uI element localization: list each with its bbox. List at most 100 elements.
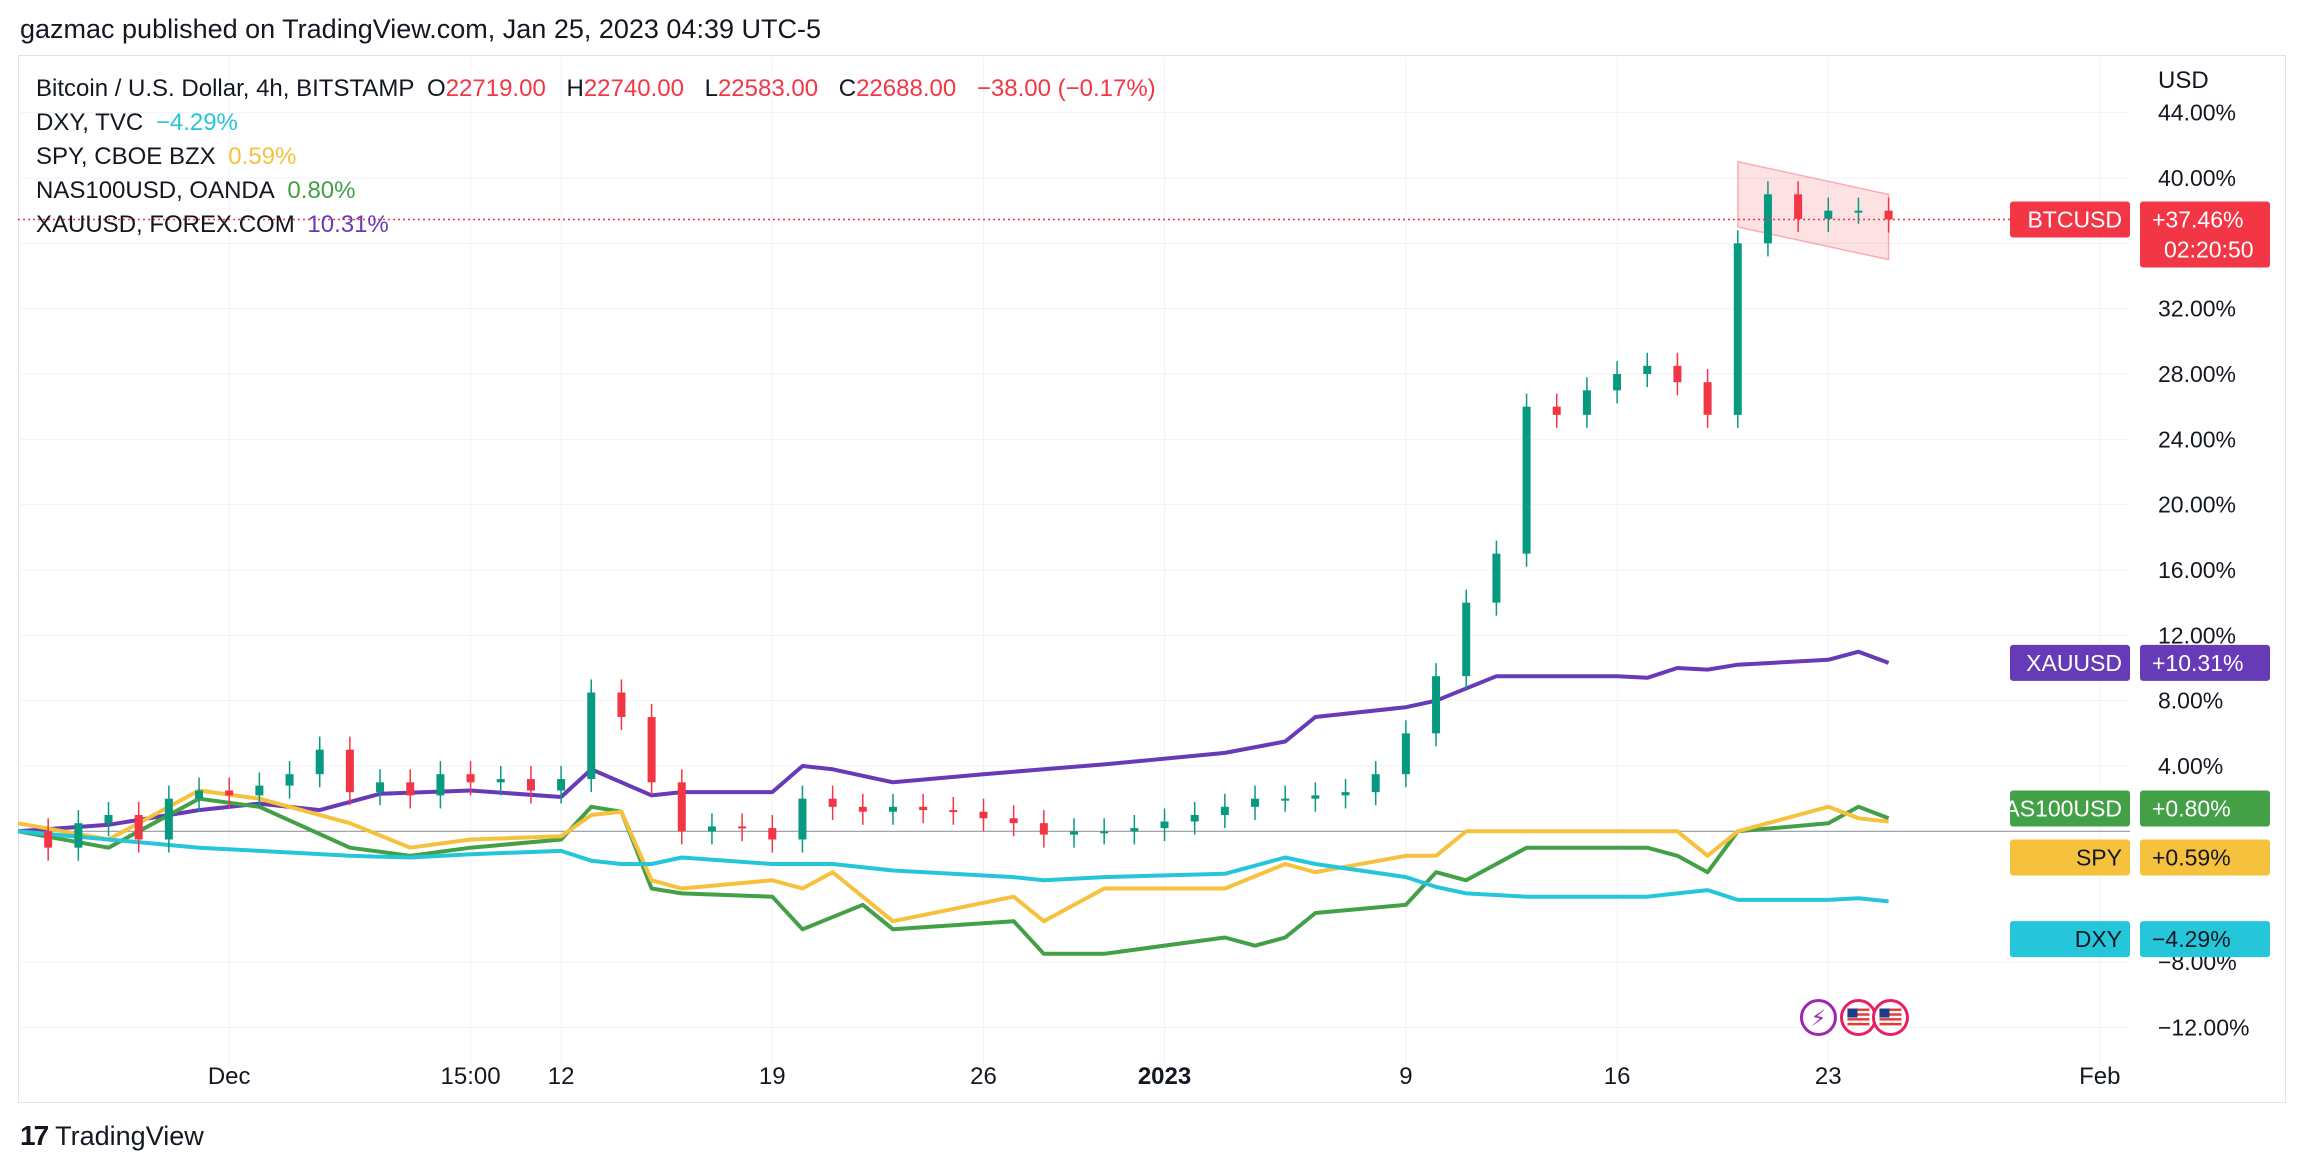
spy-value-label: +0.59% <box>2152 844 2231 870</box>
nas100usd-value-box[interactable] <box>2140 790 2270 827</box>
btc-candle-body[interactable] <box>255 785 264 796</box>
btc-candle-body[interactable] <box>949 810 958 813</box>
btc-candle-body[interactable] <box>164 798 173 840</box>
btc-candle-body[interactable] <box>1854 210 1863 213</box>
btc-candle-body[interactable] <box>979 811 988 819</box>
btcusd-tag-box[interactable] <box>2010 201 2130 238</box>
lightning-icon[interactable] <box>1799 999 1837 1037</box>
btc-candle-body[interactable] <box>919 806 928 811</box>
btc-candle-body[interactable] <box>1341 792 1350 796</box>
legend-xauusd-symbol: XAUUSD, FOREX.COM <box>36 211 295 238</box>
btc-candle-body[interactable] <box>1824 210 1833 219</box>
btc-candle-body[interactable] <box>707 826 716 832</box>
series-line-xauusd[interactable] <box>17 649 1890 834</box>
lightning-glyph: ⚡ <box>1811 1007 1826 1032</box>
btc-candle-body[interactable] <box>195 790 204 799</box>
ohlc-h-label: H <box>566 75 584 102</box>
btc-candle-body[interactable] <box>1522 406 1531 554</box>
btc-candle-body[interactable] <box>1160 821 1169 829</box>
dxy-tag-box[interactable] <box>2010 921 2130 958</box>
btc-candle-body[interactable] <box>44 831 53 848</box>
series-line-dxy[interactable] <box>17 829 1889 904</box>
spy-tag-box[interactable] <box>2010 839 2130 876</box>
btc-candle-body[interactable] <box>376 782 385 793</box>
publisher-line: gazmac published on TradingView.com, Jan… <box>20 14 821 44</box>
dxy-value-box[interactable] <box>2140 921 2270 958</box>
btc-candle-body[interactable] <box>1130 828 1139 832</box>
btc-candle-body[interactable] <box>647 717 656 783</box>
series-line-spy[interactable] <box>17 788 1889 924</box>
btc-candle-body[interactable] <box>406 782 415 796</box>
x-tick-label: 16 <box>1604 1063 1631 1090</box>
y-tick-label: −12.00% <box>2158 1014 2249 1040</box>
y-tick-label: 44.00% <box>2158 100 2236 126</box>
xauusd-value-box[interactable] <box>2140 644 2270 681</box>
btcusd-tag-label: BTCUSD <box>2027 206 2122 232</box>
btc-candle-body[interactable] <box>104 815 113 824</box>
btc-candle-body[interactable] <box>466 774 475 783</box>
btc-candle-body[interactable] <box>1039 823 1048 835</box>
btc-candle-body[interactable] <box>436 774 445 796</box>
legend-spy-symbol: SPY, CBOE BZX <box>36 143 216 170</box>
legend-spy[interactable]: SPY, CBOE BZX 0.59% <box>36 140 1162 174</box>
btc-candle-body[interactable] <box>1371 774 1380 793</box>
btc-candle-body[interactable] <box>1100 831 1109 834</box>
btc-candle-body[interactable] <box>557 779 566 791</box>
btc-candle-body[interactable] <box>1673 365 1682 383</box>
legend-nas100[interactable]: NAS100USD, OANDA 0.80% <box>36 174 1162 208</box>
legend-main[interactable]: Bitcoin / U.S. Dollar, 4h, BITSTAMP O227… <box>36 72 1162 106</box>
btc-candle-body[interactable] <box>1763 194 1772 244</box>
btc-candle-body[interactable] <box>1220 806 1229 815</box>
btc-candle-body[interactable] <box>285 774 294 786</box>
legend-dxy[interactable]: DXY, TVC −4.29% <box>36 106 1162 140</box>
x-tick-label: 26 <box>970 1063 997 1090</box>
btc-candle-body[interactable] <box>1401 733 1410 775</box>
btc-candle-body[interactable] <box>858 806 867 812</box>
btc-candle-body[interactable] <box>1462 602 1471 677</box>
btc-candle-body[interactable] <box>74 823 83 848</box>
btc-candle-body[interactable] <box>1311 795 1320 799</box>
legend-dxy-value: −4.29% <box>155 109 238 136</box>
btc-candle-body[interactable] <box>1281 798 1290 801</box>
btc-candle-body[interactable] <box>1643 365 1652 374</box>
btc-candle-body[interactable] <box>617 692 626 718</box>
series-line-nas100usd[interactable] <box>17 796 1890 956</box>
btc-candle-body[interactable] <box>496 779 505 783</box>
btc-candle-body[interactable] <box>1190 815 1199 822</box>
btc-candle-body[interactable] <box>677 782 686 832</box>
btc-candle-body[interactable] <box>1251 798 1260 807</box>
btc-candle-body[interactable] <box>134 815 143 840</box>
btc-candle-body[interactable] <box>768 828 777 840</box>
ohlc-l-value: 22583.00 <box>717 75 819 102</box>
btc-candle-body[interactable] <box>1613 374 1622 391</box>
btc-candle-body[interactable] <box>225 790 234 796</box>
btc-candle-body[interactable] <box>1703 382 1712 415</box>
btc-candle-body[interactable] <box>1733 243 1742 415</box>
spy-value-box[interactable] <box>2140 839 2270 876</box>
btc-candle-body[interactable] <box>738 826 747 829</box>
btc-candle-body[interactable] <box>1552 406 1561 415</box>
btc-candle-body[interactable] <box>315 749 324 775</box>
btc-candle-body[interactable] <box>1070 831 1078 835</box>
btc-candle-body[interactable] <box>888 806 897 812</box>
btc-candle-body[interactable] <box>526 779 535 791</box>
btc-candle-body[interactable] <box>345 749 354 793</box>
nas100usd-tag-box[interactable] <box>2010 790 2130 827</box>
legend-xauusd[interactable]: XAUUSD, FOREX.COM 10.31% <box>36 208 1162 242</box>
btc-candle-body[interactable] <box>1009 818 1018 824</box>
btc-candle-body[interactable] <box>1432 676 1441 734</box>
btcusd-value-box[interactable] <box>2140 201 2270 268</box>
btc-candle-body[interactable] <box>1884 210 1893 220</box>
xauusd-tag-box[interactable] <box>2010 644 2130 681</box>
btc-candle-body[interactable] <box>1794 194 1803 219</box>
btc-candle-body[interactable] <box>587 692 596 780</box>
us-flag-stripe <box>1879 1013 1902 1016</box>
btc-candle-body[interactable] <box>1492 553 1501 603</box>
btc-candle-body[interactable] <box>798 798 807 840</box>
btc-candle-body[interactable] <box>828 798 837 807</box>
us-flag-stripe <box>1879 1018 1902 1021</box>
btc-candle-body[interactable] <box>1582 390 1591 415</box>
tradingview-footer[interactable]: 17 TradingView <box>20 1120 204 1152</box>
xauusd-value-label: +10.31% <box>2152 650 2243 676</box>
